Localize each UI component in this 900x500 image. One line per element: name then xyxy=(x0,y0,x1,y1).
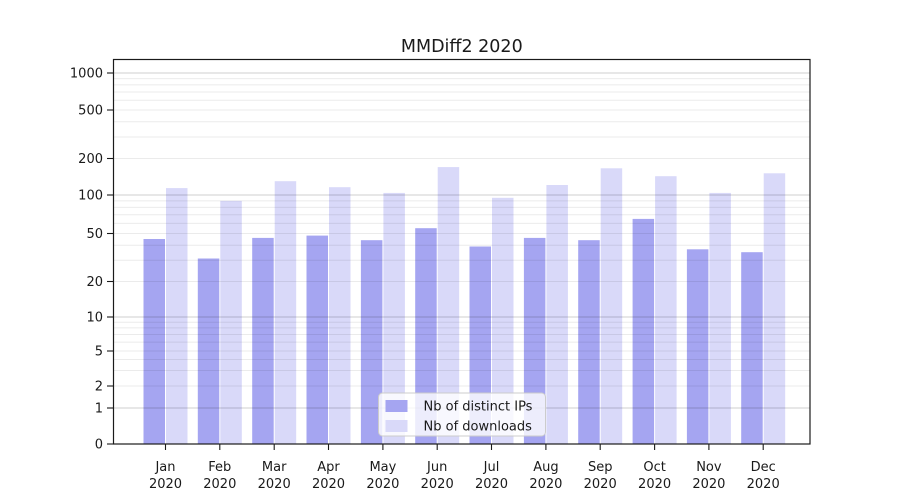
bar-feb-nb-of-distinct-ips xyxy=(197,258,220,444)
x-tick-label-oct: Oct 2020 xyxy=(638,460,671,492)
x-tick-label-nov: Nov 2020 xyxy=(692,460,725,492)
x-tick-label-sep: Sep 2020 xyxy=(584,460,617,492)
x-tick-label-dec-month: Dec xyxy=(751,460,776,475)
bar-aug-nb-of-downloads xyxy=(546,185,568,444)
x-tick-label-mar-year: 2020 xyxy=(258,477,291,492)
bar-dec-nb-of-distinct-ips xyxy=(741,252,763,444)
gridlines-layer xyxy=(113,72,810,409)
bar-mar-nb-of-downloads xyxy=(274,181,297,444)
x-tick-label-jan-year: 2020 xyxy=(149,477,182,492)
x-tick-label-apr: Apr 2020 xyxy=(312,460,345,492)
legend-label-nb-of-downloads: Nb of downloads xyxy=(424,420,533,435)
bar-dec-nb-of-downloads xyxy=(763,173,786,445)
y-tick-label-500: 500 xyxy=(78,104,103,119)
legend: Nb of distinct IPs Nb of downloads xyxy=(378,392,546,437)
x-tick-label-dec: Dec 2020 xyxy=(747,460,780,492)
x-tick-label-aug-month: Aug xyxy=(533,460,558,475)
bar-sep-nb-of-downloads xyxy=(600,168,623,445)
x-tick-label-feb-year: 2020 xyxy=(203,477,236,492)
bar-jul-nb-of-downloads xyxy=(492,197,514,444)
bar-jun-nb-of-distinct-ips xyxy=(415,228,437,444)
x-tick-label-aug: Aug 2020 xyxy=(529,460,562,492)
bar-apr-nb-of-distinct-ips xyxy=(306,235,328,444)
legend-label-nb-of-distinct-ips: Nb of distinct IPs xyxy=(424,400,533,415)
x-tick-label-nov-month: Nov xyxy=(696,460,722,475)
x-tick-label-oct-month: Oct xyxy=(643,460,665,475)
y-tick-label-1: 1 xyxy=(95,402,103,417)
legend-swatch-nb-of-distinct-ips xyxy=(385,400,408,412)
bar-mar-nb-of-distinct-ips xyxy=(252,237,274,444)
bar-aug-nb-of-distinct-ips xyxy=(523,237,546,444)
x-tick-label-apr-year: 2020 xyxy=(312,477,345,492)
bar-may-nb-of-downloads xyxy=(383,192,405,444)
bar-oct-nb-of-distinct-ips xyxy=(632,218,655,444)
x-tick-label-feb: Feb 2020 xyxy=(203,460,236,492)
x-tick-label-apr-month: Apr xyxy=(317,460,340,475)
y-axis: 0 1 2 5 10 20 50 100 200 500 1000 xyxy=(70,67,114,453)
bar-nov-nb-of-downloads xyxy=(709,192,731,444)
legend-swatch-nb-of-downloads xyxy=(385,420,408,432)
x-tick-label-may-month: May xyxy=(369,460,396,475)
plot-area-border xyxy=(112,58,811,445)
y-tick-label-20: 20 xyxy=(86,275,103,290)
x-tick-label-jun-year: 2020 xyxy=(421,477,454,492)
x-tick-label-aug-year: 2020 xyxy=(529,477,562,492)
y-tick-label-100: 100 xyxy=(78,189,103,204)
y-tick-label-10: 10 xyxy=(86,311,103,326)
x-tick-label-may-year: 2020 xyxy=(366,477,399,492)
x-tick-label-jun: Jun 2020 xyxy=(421,460,454,492)
bar-sep-nb-of-distinct-ips xyxy=(578,240,600,444)
x-tick-label-oct-year: 2020 xyxy=(638,477,671,492)
x-tick-label-dec-year: 2020 xyxy=(747,477,780,492)
x-tick-label-nov-year: 2020 xyxy=(692,477,725,492)
x-tick-label-feb-month: Feb xyxy=(208,460,231,475)
x-axis: Jan 2020 Feb 2020 Mar 2020 Apr 2020 May 2020 Jun 20… xyxy=(149,444,780,492)
x-tick-label-jul-month: Jul xyxy=(483,460,500,475)
y-tick-label-5: 5 xyxy=(95,345,103,360)
bar-oct-nb-of-downloads xyxy=(655,176,677,444)
y-tick-label-1000: 1000 xyxy=(70,67,103,82)
x-tick-label-jan-month: Jan xyxy=(154,460,175,475)
bar-jan-nb-of-downloads xyxy=(166,188,188,444)
bar-nov-nb-of-distinct-ips xyxy=(686,249,709,444)
x-tick-label-jun-month: Jun xyxy=(426,460,447,475)
bar-jun-nb-of-downloads xyxy=(437,167,460,444)
chart-title: MMDiff2 2020 xyxy=(401,37,523,57)
x-tick-label-mar-month: Mar xyxy=(262,460,287,475)
x-tick-label-mar: Mar 2020 xyxy=(258,460,291,492)
x-tick-label-may: May 2020 xyxy=(366,460,399,492)
bar-feb-nb-of-downloads xyxy=(220,200,242,444)
bar-apr-nb-of-downloads xyxy=(329,187,351,444)
x-tick-label-sep-year: 2020 xyxy=(584,477,617,492)
y-tick-label-0: 0 xyxy=(95,438,103,453)
y-tick-label-50: 50 xyxy=(86,227,103,242)
bar-jan-nb-of-distinct-ips xyxy=(143,239,165,444)
x-tick-label-sep-month: Sep xyxy=(588,460,613,475)
x-tick-label-jul-year: 2020 xyxy=(475,477,508,492)
x-tick-label-jan: Jan 2020 xyxy=(149,460,182,492)
bar-may-nb-of-distinct-ips xyxy=(360,240,383,444)
x-tick-label-jul: Jul 2020 xyxy=(475,460,508,492)
y-tick-label-200: 200 xyxy=(78,152,103,167)
y-tick-label-2: 2 xyxy=(95,380,103,395)
legend-box xyxy=(378,392,546,437)
